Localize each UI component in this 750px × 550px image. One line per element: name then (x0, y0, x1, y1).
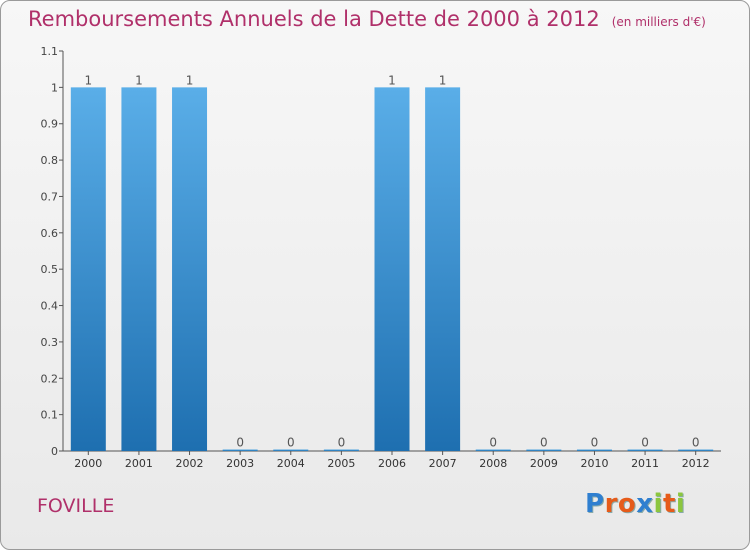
bar-value-label: 0 (489, 436, 497, 450)
logo-letter: i (653, 489, 663, 519)
x-tick-label: 2002 (176, 457, 204, 470)
x-tick-label: 2003 (226, 457, 254, 470)
y-tick-label: 1.1 (41, 45, 59, 58)
bar (121, 87, 157, 451)
x-tick-label: 2012 (682, 457, 710, 470)
bar-value-label: 1 (388, 73, 396, 87)
x-tick-label: 2007 (429, 457, 457, 470)
y-tick-label: 0.7 (41, 190, 59, 203)
logo-letter: r (604, 489, 618, 519)
bar (273, 449, 309, 451)
bar-value-label: 0 (338, 436, 346, 450)
commune-name: FOVILLE (37, 495, 115, 517)
x-tick-label: 2004 (277, 457, 305, 470)
y-tick-label: 0.6 (41, 227, 59, 240)
x-tick-label: 2011 (631, 457, 659, 470)
y-tick-label: 0.8 (41, 154, 59, 167)
x-tick-label: 2005 (327, 457, 355, 470)
chart-title: Remboursements Annuels de la Dette de 20… (28, 7, 600, 31)
bar (222, 449, 258, 451)
y-tick-label: 0.9 (41, 118, 59, 131)
proxiti-logo: Proxiti (585, 489, 685, 519)
y-tick-label: 0.1 (41, 409, 59, 422)
x-tick-label: 2006 (378, 457, 406, 470)
x-tick-label: 2000 (74, 457, 102, 470)
logo-letter: P (585, 489, 605, 519)
bar (576, 449, 612, 451)
bar-value-label: 0 (641, 436, 649, 450)
bar (475, 449, 511, 451)
y-tick-label: 1 (51, 81, 58, 94)
bar-value-label: 0 (692, 436, 700, 450)
bar-value-label: 1 (439, 73, 447, 87)
bar-value-label: 1 (135, 73, 143, 87)
bar (627, 449, 663, 451)
y-tick-label: 0.4 (41, 300, 59, 313)
y-tick-label: 0.3 (41, 336, 59, 349)
logo-letter: x (636, 489, 654, 519)
bar (172, 87, 208, 451)
logo-letter: i (675, 489, 686, 519)
y-tick-label: 0.5 (41, 263, 59, 276)
bar-value-label: 1 (84, 73, 92, 87)
chart-title-block: Remboursements Annuels de la Dette de 20… (28, 7, 706, 31)
bar-value-label: 0 (287, 436, 295, 450)
y-tick-label: 0 (51, 445, 58, 458)
x-tick-label: 2009 (530, 457, 558, 470)
bar (678, 449, 714, 451)
bar (323, 449, 359, 451)
bar-value-label: 0 (540, 436, 548, 450)
y-tick-label: 0.2 (41, 372, 59, 385)
x-tick-label: 2010 (580, 457, 608, 470)
x-tick-label: 2008 (479, 457, 507, 470)
logo-letter: o (617, 489, 637, 519)
bar (526, 449, 562, 451)
logo-letter: t (662, 489, 676, 519)
chart-unit: (en milliers d'€) (611, 15, 706, 29)
bar (374, 87, 410, 451)
bar-value-label: 0 (236, 436, 244, 450)
bar (425, 87, 461, 451)
bar (70, 87, 106, 451)
x-tick-label: 2001 (125, 457, 153, 470)
bar-value-label: 0 (591, 436, 599, 450)
bar-value-label: 1 (186, 73, 194, 87)
